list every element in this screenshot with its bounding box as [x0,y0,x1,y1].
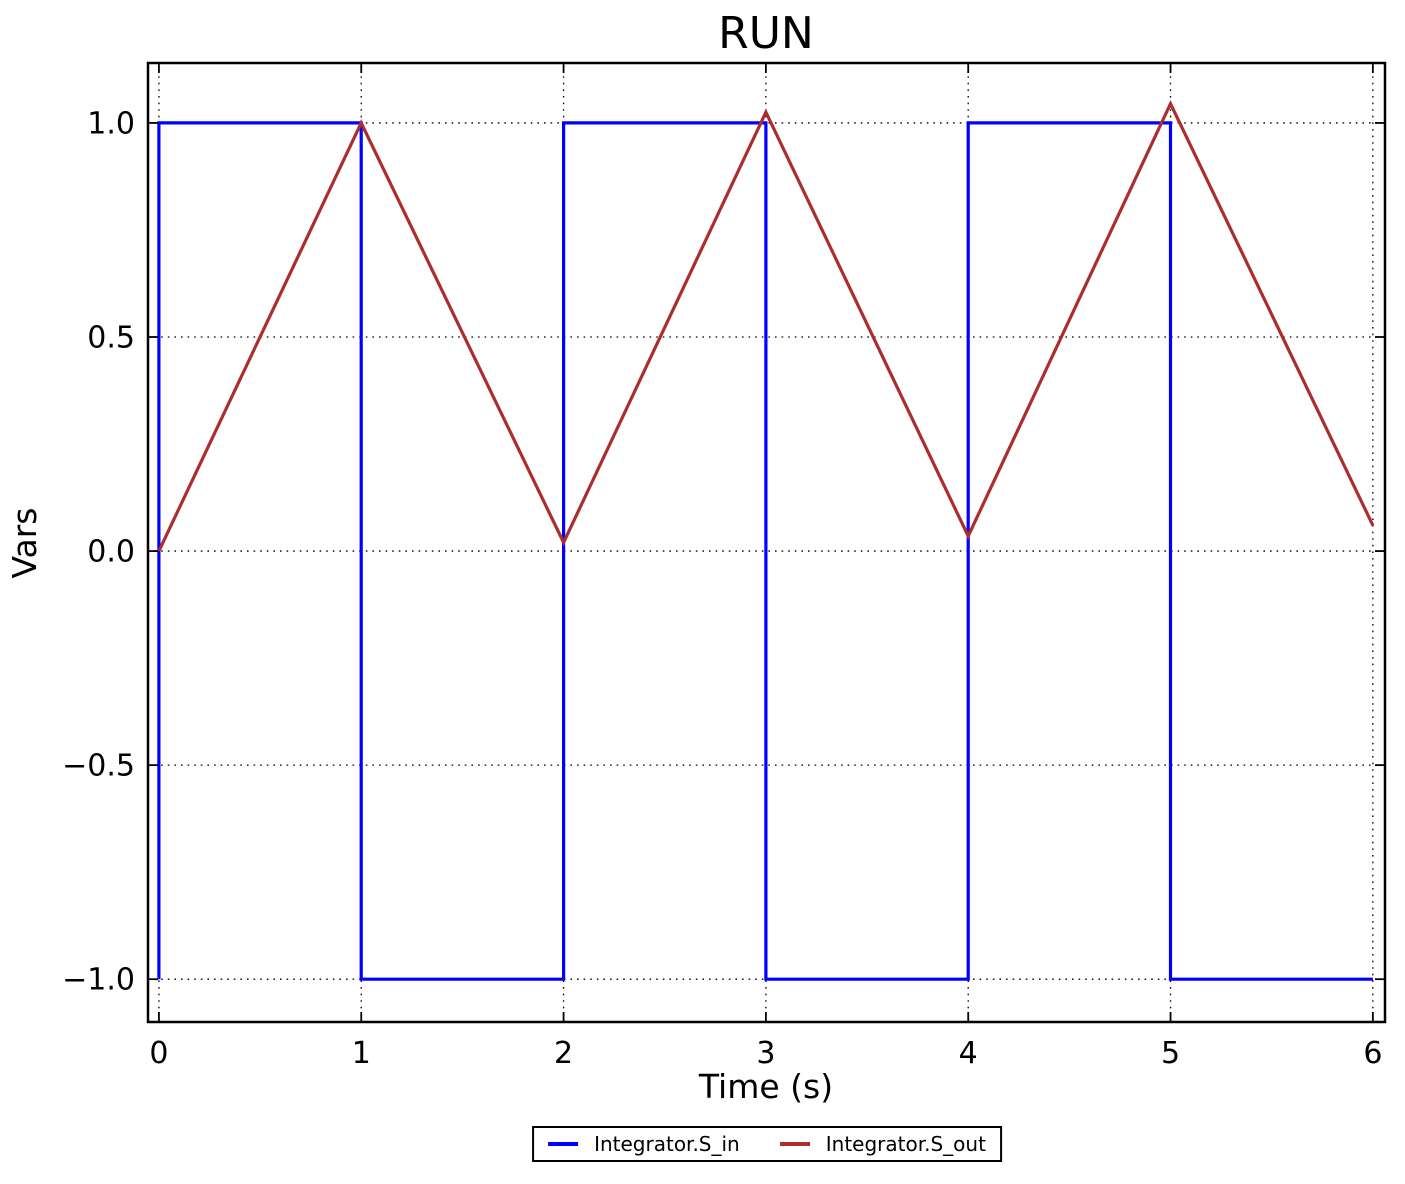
legend-label-s-in: Integrator.S_in [594,1132,740,1156]
s-in-line-sample [548,1142,579,1146]
plot-border [146,61,1387,1024]
x-tick-label: 0 [149,1036,168,1071]
x-tick-label: 1 [352,1036,371,1071]
legend-item-s-out: Integrator.S_out [779,1132,986,1156]
s-out-line-sample [779,1142,810,1146]
series-Integrator.S_out [157,99,1375,552]
x-tick-label: 2 [554,1036,573,1071]
y-axis-label: Vars [5,508,44,579]
x-tick-label: 5 [1161,1036,1180,1071]
tick-labels: 0 1 2 3 4 5 6 −1.0 −0.5 0.0 0.5 1.0 [62,106,1382,1071]
tick-marks [148,63,1385,1022]
y-tick-label: −0.5 [62,749,135,784]
legend: Integrator.S_in Integrator.S_out [532,1126,1002,1162]
series-lines [157,99,1375,981]
x-tick-label: 3 [756,1036,775,1071]
plot-title: RUN [718,8,814,59]
y-tick-label: −1.0 [62,963,135,998]
y-tick-label: 0.5 [87,321,135,356]
y-tick-label: 0.0 [87,535,135,570]
x-tick-label: 6 [1363,1036,1382,1071]
legend-item-s-in: Integrator.S_in [548,1132,740,1156]
legend-label-s-out: Integrator.S_out [825,1132,986,1156]
x-axis-label: Time (s) [698,1067,833,1106]
x-tick-label: 4 [959,1036,978,1071]
y-tick-label: 1.0 [87,106,135,141]
